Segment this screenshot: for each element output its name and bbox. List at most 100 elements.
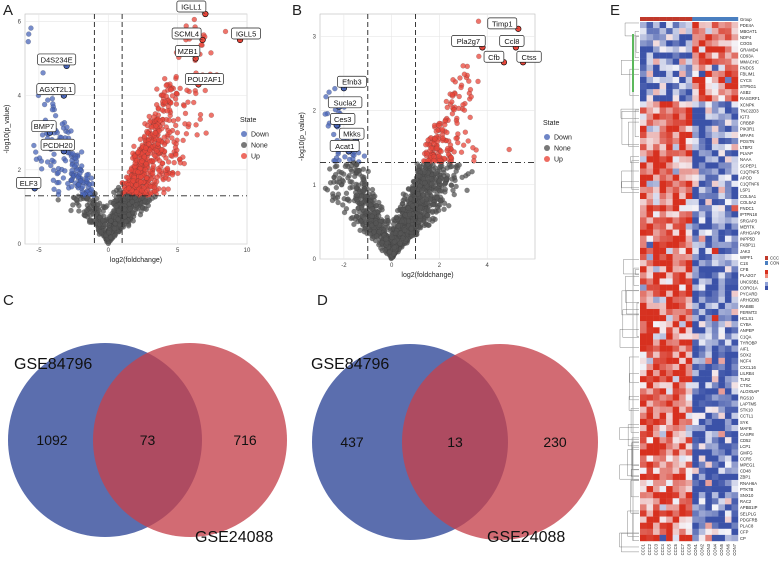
heatmap-cell bbox=[685, 321, 693, 328]
data-point bbox=[115, 184, 122, 191]
panel-label-c: C bbox=[3, 292, 14, 309]
data-point bbox=[326, 89, 332, 95]
heatmap-cell bbox=[711, 180, 719, 188]
heatmap-cell bbox=[653, 333, 660, 340]
heatmap-cell bbox=[698, 22, 706, 29]
heatmap-cell bbox=[640, 254, 647, 261]
heatmap-cell bbox=[646, 504, 654, 511]
data-point bbox=[373, 203, 380, 209]
heatmap-cell bbox=[646, 528, 654, 536]
heatmap-cell bbox=[672, 351, 680, 359]
heatmap-cell bbox=[731, 144, 739, 151]
heatmap-cell bbox=[724, 28, 732, 35]
gene-name: SYK bbox=[740, 420, 749, 425]
heatmap-cell bbox=[666, 101, 673, 108]
heatmap-cell bbox=[711, 199, 719, 206]
data-point bbox=[346, 156, 353, 163]
heatmap-cell bbox=[653, 290, 660, 297]
heatmap-cell bbox=[711, 473, 719, 481]
heatmap-cell bbox=[679, 192, 686, 200]
sample-name: CON6 bbox=[726, 543, 731, 555]
data-point bbox=[104, 203, 110, 209]
data-point bbox=[469, 169, 475, 175]
heatmap-cell bbox=[640, 217, 647, 224]
heatmap-cell bbox=[679, 223, 686, 230]
heatmap-cell bbox=[711, 400, 719, 407]
heatmap-cell bbox=[698, 406, 706, 413]
data-point bbox=[449, 99, 455, 105]
heatmap-cell bbox=[718, 83, 726, 90]
heatmap-cell bbox=[646, 156, 654, 163]
heatmap-cell bbox=[692, 223, 699, 230]
heatmap-cell bbox=[685, 211, 693, 218]
heatmap-cell bbox=[646, 168, 654, 175]
heatmap-cell bbox=[724, 174, 732, 181]
gene-name: CXCL16 bbox=[740, 365, 756, 370]
heatmap-cell bbox=[653, 119, 660, 126]
heatmap-cell bbox=[653, 370, 660, 377]
data-point bbox=[164, 108, 170, 114]
heatmap-cell bbox=[653, 296, 660, 304]
heatmap-cell bbox=[685, 492, 693, 499]
heatmap-cell bbox=[679, 504, 686, 511]
annotation-title: Group bbox=[740, 17, 752, 22]
heatmap-cell bbox=[731, 431, 739, 438]
heatmap-cell bbox=[711, 260, 719, 267]
heatmap-cell bbox=[705, 272, 713, 279]
heatmap-cell bbox=[698, 144, 706, 151]
y-axis-title: -log10(p_value) bbox=[4, 105, 11, 154]
data-point bbox=[445, 146, 451, 152]
data-point bbox=[430, 166, 436, 172]
gene-name: STP5G1 bbox=[740, 84, 757, 89]
heatmap-cell bbox=[698, 400, 706, 407]
heatmap-cell bbox=[679, 138, 686, 145]
gene-name: LSP1 bbox=[740, 188, 751, 193]
heatmap-cell bbox=[711, 382, 719, 389]
heatmap-cell bbox=[692, 479, 699, 487]
data-point bbox=[467, 87, 474, 93]
heatmap-cell bbox=[692, 162, 699, 169]
heatmap-cell bbox=[640, 101, 647, 108]
heatmap-cell bbox=[718, 95, 726, 102]
heatmap-cell bbox=[724, 89, 732, 96]
heatmap-cell bbox=[705, 333, 713, 340]
heatmap-cell bbox=[666, 290, 673, 297]
data-point bbox=[154, 102, 160, 108]
data-point bbox=[347, 179, 353, 185]
heatmap-cell bbox=[666, 150, 673, 157]
legend-label: Up bbox=[251, 154, 260, 161]
heatmap-cell bbox=[646, 424, 654, 432]
data-point bbox=[429, 180, 435, 187]
heatmap-cell bbox=[718, 308, 726, 316]
group-annotation-cell bbox=[731, 17, 739, 21]
data-point bbox=[130, 218, 136, 224]
heatmap-cell bbox=[711, 418, 719, 426]
heatmap-cell bbox=[640, 247, 647, 255]
heatmap-cell bbox=[718, 522, 726, 529]
heatmap-cell bbox=[698, 388, 706, 395]
heatmap-cell bbox=[659, 95, 667, 102]
heatmap-cell bbox=[672, 504, 680, 511]
heatmap-cell bbox=[711, 412, 719, 420]
data-point bbox=[506, 146, 512, 153]
heatmap-cell bbox=[731, 504, 739, 511]
heatmap-cell bbox=[653, 339, 660, 346]
heatmap-cell bbox=[653, 412, 660, 420]
heatmap-cell bbox=[659, 455, 667, 462]
data-point bbox=[392, 239, 398, 245]
heatmap-cell bbox=[698, 467, 706, 475]
heatmap-cell bbox=[646, 388, 654, 395]
heatmap-cell bbox=[711, 431, 719, 438]
gene-name: POSTN bbox=[740, 139, 754, 144]
heatmap-cell bbox=[705, 186, 713, 194]
heatmap-cell bbox=[653, 95, 660, 102]
heatmap-cell bbox=[640, 321, 647, 328]
heatmap-cell bbox=[640, 431, 647, 438]
data-point bbox=[133, 189, 140, 195]
heatmap-cell bbox=[666, 223, 673, 230]
heatmap-cell bbox=[731, 339, 739, 346]
heatmap-cell bbox=[718, 28, 726, 35]
heatmap-cell bbox=[666, 211, 673, 218]
heatmap-cell bbox=[731, 113, 739, 120]
